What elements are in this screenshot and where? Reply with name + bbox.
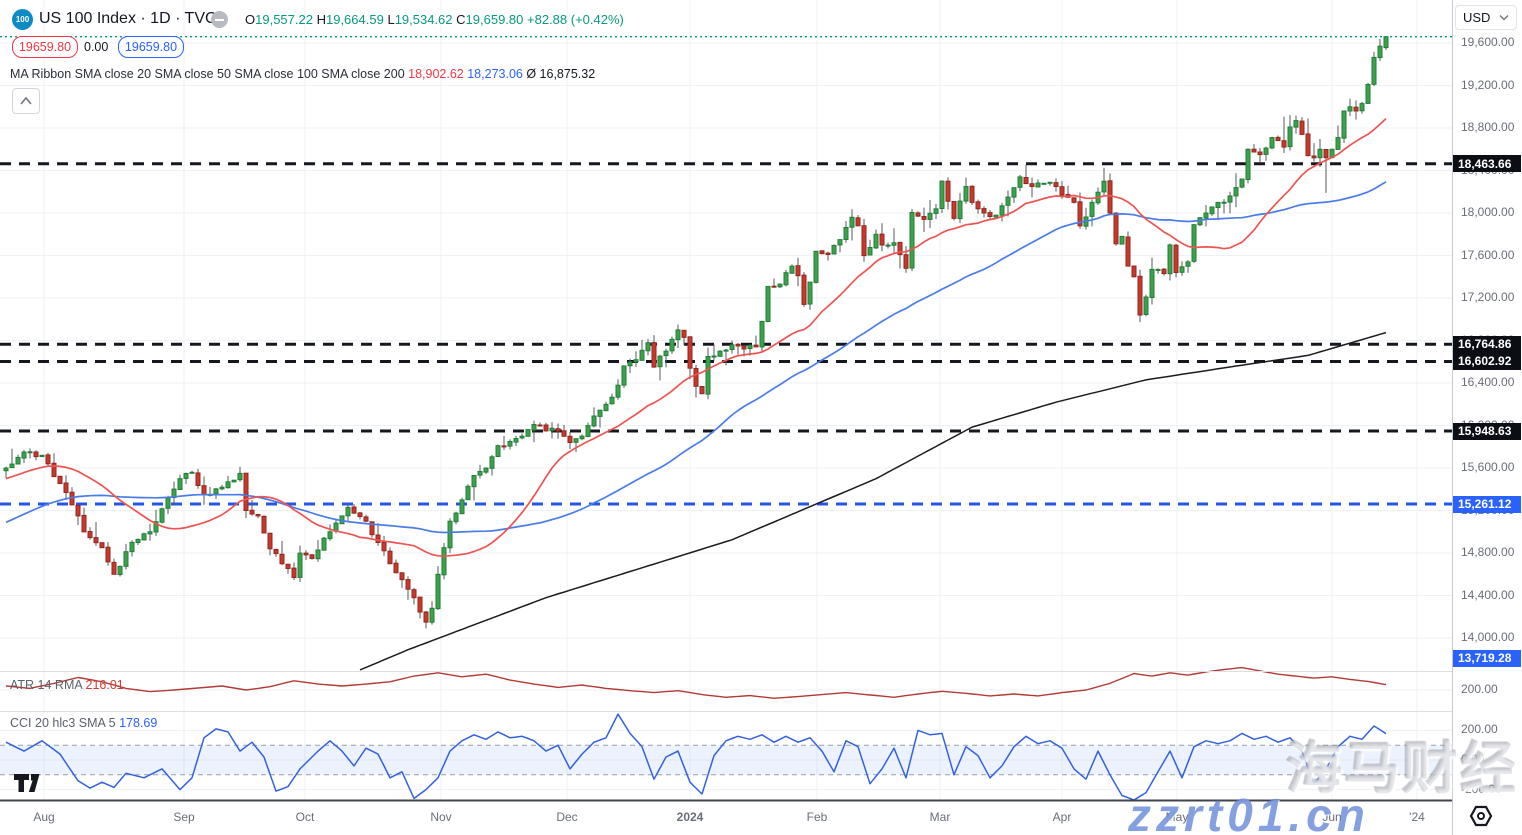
high-value: 19,664.59 (325, 12, 384, 27)
symbol-title[interactable]: US 100 Index · 1D · TVC (39, 10, 217, 27)
ohlc-values: O19,557.22 H19,664.59 L19,534.62 C19,659… (245, 12, 624, 27)
price-scale[interactable]: USD 19,600.0019,200.0018,800.0018,400.00… (1453, 0, 1522, 835)
ma-sma50-value: 18,273.06 (467, 67, 523, 81)
time-tick-label: Jun (1322, 810, 1342, 824)
currency-dropdown[interactable]: USD (1455, 5, 1517, 30)
time-tick-label: Mar (929, 810, 951, 824)
atr-legend[interactable]: ATR 14 RMA 216.01 (10, 678, 124, 692)
axis-settings-gear-icon[interactable] (1468, 804, 1494, 833)
chevron-down-icon (1499, 14, 1509, 21)
currency-label: USD (1463, 10, 1491, 25)
low-value: 19,534.62 (394, 12, 453, 27)
tradingview-logo[interactable] (14, 774, 44, 797)
symbol-logo-icon: 100 (12, 9, 33, 30)
buy-price-button[interactable]: 19659.80 (118, 36, 184, 58)
price-tick-label: 14,400.00 (1461, 587, 1515, 602)
price-tick-label: 18,000.00 (1461, 205, 1515, 220)
level-price-label: 16,764.86 (1453, 335, 1521, 353)
cci-legend[interactable]: CCI 20 hlc3 SMA 5 178.69 (10, 716, 157, 730)
level-price-label: 18,463.66 (1453, 155, 1521, 173)
atr-label: ATR 14 RMA (10, 678, 83, 692)
close-label: C (456, 12, 466, 27)
cci-label: CCI 20 hlc3 SMA 5 (10, 716, 116, 730)
level-price-label: 13,719.28 (1453, 649, 1521, 667)
cci-tick-label: 200.00 (1461, 722, 1498, 737)
chevron-up-icon (20, 96, 32, 105)
sell-price-button[interactable]: 19659.80 (12, 36, 78, 58)
level-price-label: 16,602.92 (1453, 352, 1521, 370)
low-label: L (387, 12, 395, 27)
gear-icon (1469, 805, 1493, 827)
price-tick-label: 19,200.00 (1461, 77, 1515, 92)
cci-tick-label: -200.00 (1461, 781, 1502, 796)
collapse-pane-button[interactable] (12, 88, 40, 114)
time-tick-label: Sep (173, 810, 195, 824)
atr-value: 216.01 (85, 678, 124, 692)
open-value: 19,557.22 (255, 12, 313, 27)
high-label: H (316, 12, 326, 27)
time-tick-label: Dec (556, 810, 578, 824)
tradingview-logo-icon (14, 774, 40, 792)
open-label: O (245, 12, 256, 27)
price-tick-label: 17,200.00 (1461, 290, 1515, 305)
ma-sma20-value: 18,902.62 (408, 67, 464, 81)
watermark-url: zzrt01.cn (1128, 789, 1370, 835)
level-price-label: 15,261.12 (1453, 495, 1521, 513)
watermark-cjk: 海马财经 (1286, 737, 1518, 800)
price-tick-label: 16,400.00 (1461, 375, 1515, 390)
price-tick-label: 19,600.00 (1461, 35, 1515, 50)
time-tick-label: Aug (33, 810, 55, 824)
time-tick-label: Apr (1052, 810, 1072, 824)
ma-ribbon-legend[interactable]: MA Ribbon SMA close 20 SMA close 50 SMA … (10, 67, 595, 81)
change-value: +82.88 (+0.42%) (527, 12, 624, 27)
atr-tick-label: 200.00 (1461, 682, 1498, 696)
price-tick-label: 15,600.00 (1461, 460, 1515, 475)
price-tick-label: 18,800.00 (1461, 120, 1515, 135)
price-tick-label: 14,800.00 (1461, 545, 1515, 560)
ma-average-value: 16,875.32 (539, 67, 596, 81)
ma-ribbon-label: MA Ribbon SMA close 20 SMA close 50 SMA … (10, 67, 405, 81)
time-tick-label: Oct (295, 810, 315, 824)
time-tick-label: Nov (430, 810, 452, 824)
time-tick-label: '24 (1409, 810, 1425, 824)
price-tick-label: 17,600.00 (1461, 247, 1515, 262)
market-closed-icon (211, 11, 228, 28)
time-tick-label: 2024 (676, 810, 704, 824)
ma-average-symbol: Ø (526, 67, 537, 81)
time-tick-label: May (1165, 810, 1189, 824)
cci-value: 178.69 (119, 716, 158, 730)
spread-value: 0.00 (84, 40, 109, 54)
price-tick-label: 14,000.00 (1461, 630, 1515, 645)
level-price-label: 15,948.63 (1453, 422, 1521, 440)
close-value: 19,659.80 (465, 12, 524, 27)
cci-tick-label: 0.00 (1461, 752, 1485, 766)
time-tick-label: Feb (806, 810, 828, 824)
